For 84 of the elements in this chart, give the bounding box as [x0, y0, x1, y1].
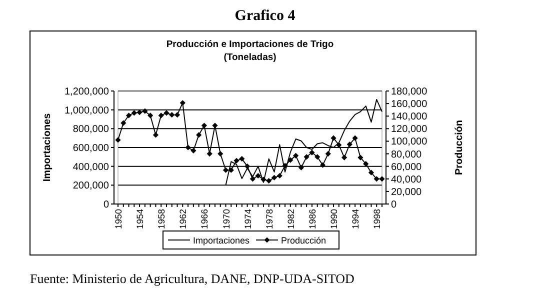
- point: [288, 157, 294, 163]
- point: [330, 135, 336, 141]
- point: [346, 142, 352, 148]
- x-tick-label: 1958: [156, 209, 167, 230]
- point: [212, 122, 218, 128]
- point: [228, 167, 234, 173]
- y-axis-title: Importaciones: [42, 112, 53, 182]
- x-tick-label: 1978: [264, 209, 274, 230]
- point: [320, 162, 326, 168]
- y2-tick-label: 140,000: [391, 112, 428, 123]
- y-tick-label: 0: [103, 200, 110, 210]
- y2-tick-label: 20,000: [391, 186, 422, 198]
- point: [239, 156, 245, 162]
- point: [158, 112, 164, 118]
- point: [152, 132, 159, 138]
- y-tick-label: 800,000: [72, 124, 110, 136]
- y-tick-label: 600,000: [72, 143, 110, 154]
- x-tick-label: 1982: [286, 209, 296, 230]
- y2-tick-label: 180,000: [391, 86, 428, 98]
- y2-tick-label: 100,000: [391, 136, 428, 148]
- y-tick-label: 1,200,000: [64, 86, 110, 98]
- legend-label: Importaciones: [193, 236, 250, 246]
- y-tick-label: 1,000,000: [64, 105, 110, 116]
- point: [136, 110, 142, 116]
- chart-title: Producción e Importaciones de Trigo: [166, 39, 334, 50]
- point: [276, 172, 282, 179]
- point: [120, 120, 126, 126]
- point: [218, 150, 224, 157]
- chart-subtitle: (Toneladas): [224, 52, 276, 63]
- x-tick-label: 1998: [372, 209, 382, 230]
- point: [201, 122, 208, 128]
- point: [379, 176, 385, 182]
- point: [266, 178, 272, 184]
- y2-tick-label: 0: [391, 200, 397, 210]
- point: [164, 110, 170, 116]
- point: [260, 176, 266, 182]
- y2-tick-label: 120,000: [391, 124, 428, 136]
- point: [368, 170, 374, 176]
- y2-tick-label: 80,000: [391, 149, 422, 160]
- point: [115, 137, 121, 143]
- point: [255, 172, 261, 179]
- point: [314, 154, 320, 160]
- x-tick-label: 1950: [114, 209, 124, 230]
- point: [196, 132, 202, 138]
- x-tick-label: 1994: [350, 209, 361, 230]
- point: [352, 135, 358, 141]
- point: [148, 112, 154, 118]
- point: [180, 100, 186, 106]
- y2-tick-label: 160,000: [391, 99, 428, 110]
- point: [325, 150, 331, 157]
- point: [169, 112, 175, 118]
- point: [131, 110, 137, 116]
- point: [374, 176, 380, 182]
- legend-label: Producción: [281, 236, 326, 246]
- point: [174, 112, 180, 118]
- point: [222, 167, 229, 173]
- point: [271, 174, 278, 180]
- point: [185, 144, 191, 150]
- y2-axis-title: Producción: [454, 120, 465, 176]
- x-tick-label: 1990: [329, 209, 340, 230]
- point: [341, 154, 348, 160]
- x-tick-label: 1986: [307, 209, 318, 230]
- point: [190, 148, 196, 154]
- x-tick-label: 1966: [200, 209, 210, 230]
- x-tick-label: 1974: [242, 209, 253, 230]
- x-tick-label: 1970: [221, 209, 232, 230]
- point: [309, 150, 315, 156]
- point: [142, 108, 148, 114]
- point: [250, 176, 256, 182]
- y2-tick-label: 40,000: [391, 174, 422, 186]
- y2-tick-label: 60,000: [391, 162, 422, 173]
- y-tick-label: 400,000: [72, 162, 110, 173]
- point: [282, 162, 288, 169]
- y-tick-label: 200,000: [72, 180, 110, 192]
- x-tick-label: 1954: [135, 209, 146, 230]
- source-note: Fuente: Ministerio de Agricultura, DANE, DNP-UDA-SITOD: [30, 271, 354, 286]
- point: [292, 152, 299, 158]
- x-tick-label: 1962: [178, 209, 188, 230]
- point: [358, 154, 364, 160]
- point: [304, 154, 310, 160]
- text: Grafico 4: [234, 8, 296, 24]
- point: [126, 112, 132, 118]
- point: [234, 158, 240, 164]
- point: [298, 164, 304, 170]
